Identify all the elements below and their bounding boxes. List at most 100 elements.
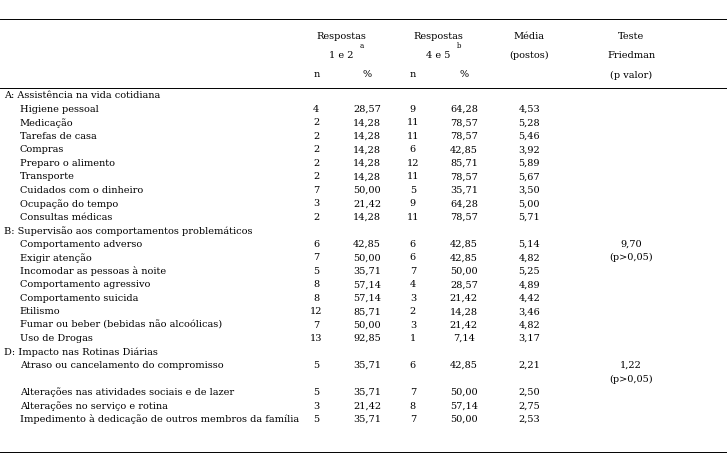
Text: 14,28: 14,28 [450, 307, 478, 316]
Text: 3,17: 3,17 [518, 334, 540, 343]
Text: Comportamento suicida: Comportamento suicida [20, 294, 138, 303]
Text: Tarefas de casa: Tarefas de casa [20, 132, 97, 141]
Text: 11: 11 [406, 132, 419, 141]
Text: 2: 2 [313, 118, 319, 128]
Text: 4,82: 4,82 [518, 321, 540, 329]
Text: b: b [457, 42, 461, 50]
Text: Uso de Drogas: Uso de Drogas [20, 334, 92, 343]
Text: Exigir atenção: Exigir atenção [20, 253, 92, 263]
Text: 28,57: 28,57 [353, 105, 381, 114]
Text: 7: 7 [313, 321, 319, 329]
Text: 1,22: 1,22 [620, 361, 642, 370]
Text: 9: 9 [410, 199, 416, 208]
Text: 11: 11 [406, 213, 419, 222]
Text: 57,14: 57,14 [353, 280, 381, 289]
Text: 28,57: 28,57 [450, 280, 478, 289]
Text: %: % [459, 70, 468, 80]
Text: Cuidados com o dinheiro: Cuidados com o dinheiro [20, 186, 143, 195]
Text: 2,21: 2,21 [518, 361, 540, 370]
Text: Teste: Teste [618, 32, 644, 41]
Text: Compras: Compras [20, 145, 64, 154]
Text: 8: 8 [410, 402, 416, 410]
Text: 7: 7 [410, 267, 416, 276]
Text: 42,85: 42,85 [450, 240, 478, 249]
Text: Consultas médicas: Consultas médicas [20, 213, 112, 222]
Text: 64,28: 64,28 [450, 199, 478, 208]
Text: 12: 12 [310, 307, 323, 316]
Text: 42,85: 42,85 [450, 253, 478, 262]
Text: 50,00: 50,00 [450, 267, 478, 276]
Text: D: Impacto nas Rotinas Diárias: D: Impacto nas Rotinas Diárias [4, 347, 158, 357]
Text: 85,71: 85,71 [353, 307, 381, 316]
Text: 4,82: 4,82 [518, 253, 540, 262]
Text: 14,28: 14,28 [353, 132, 381, 141]
Text: Alterações nas atividades sociais e de lazer: Alterações nas atividades sociais e de l… [20, 388, 234, 398]
Text: 85,71: 85,71 [450, 159, 478, 168]
Text: Transporte: Transporte [20, 172, 74, 181]
Text: 57,14: 57,14 [450, 402, 478, 410]
Text: 35,71: 35,71 [353, 388, 381, 397]
Text: 78,57: 78,57 [450, 132, 478, 141]
Text: 5,28: 5,28 [518, 118, 540, 128]
Text: 2: 2 [313, 213, 319, 222]
Text: (p>0,05): (p>0,05) [609, 375, 653, 383]
Text: 6: 6 [410, 253, 416, 262]
Text: 5: 5 [313, 388, 319, 397]
Text: 21,42: 21,42 [353, 199, 381, 208]
Text: n: n [410, 70, 416, 80]
Text: B: Supervisão aos comportamentos problemáticos: B: Supervisão aos comportamentos problem… [4, 226, 252, 236]
Text: 7,14: 7,14 [453, 334, 475, 343]
Text: 14,28: 14,28 [353, 159, 381, 168]
Text: Medicação: Medicação [20, 118, 73, 128]
Text: 5,89: 5,89 [518, 159, 540, 168]
Text: 5,25: 5,25 [518, 267, 540, 276]
Text: 7: 7 [313, 253, 319, 262]
Text: n: n [313, 70, 319, 80]
Text: 2: 2 [410, 307, 416, 316]
Text: 5: 5 [313, 415, 319, 424]
Text: 92,85: 92,85 [353, 334, 381, 343]
Text: 4: 4 [410, 280, 416, 289]
Text: 42,85: 42,85 [353, 240, 381, 249]
Text: Comportamento agressivo: Comportamento agressivo [20, 280, 150, 289]
Text: 8: 8 [313, 280, 319, 289]
Text: 3,46: 3,46 [518, 307, 540, 316]
Text: 3,92: 3,92 [518, 145, 540, 154]
Text: 42,85: 42,85 [450, 145, 478, 154]
Text: 50,00: 50,00 [353, 253, 381, 262]
Text: Atraso ou cancelamento do compromisso: Atraso ou cancelamento do compromisso [20, 361, 223, 370]
Text: 50,00: 50,00 [353, 186, 381, 195]
Text: 57,14: 57,14 [353, 294, 381, 303]
Text: 78,57: 78,57 [450, 213, 478, 222]
Text: 78,57: 78,57 [450, 172, 478, 181]
Text: Alterações no serviço e rotina: Alterações no serviço e rotina [20, 401, 167, 411]
Text: 5: 5 [313, 361, 319, 370]
Text: 2,75: 2,75 [518, 402, 540, 410]
Text: Média: Média [514, 32, 545, 41]
Text: 21,42: 21,42 [353, 402, 381, 410]
Text: (p>0,05): (p>0,05) [609, 253, 653, 262]
Text: (p valor): (p valor) [610, 70, 652, 80]
Text: 14,28: 14,28 [353, 145, 381, 154]
Text: 9: 9 [410, 105, 416, 114]
Text: 50,00: 50,00 [353, 321, 381, 329]
Text: 2: 2 [313, 145, 319, 154]
Text: 14,28: 14,28 [353, 118, 381, 128]
Text: 2,50: 2,50 [518, 388, 540, 397]
Text: 7: 7 [410, 415, 416, 424]
Text: 12: 12 [406, 159, 419, 168]
Text: 35,71: 35,71 [353, 361, 381, 370]
Text: 1 e 2: 1 e 2 [329, 51, 354, 60]
Text: Comportamento adverso: Comportamento adverso [20, 240, 142, 249]
Text: 6: 6 [410, 145, 416, 154]
Text: 5,67: 5,67 [518, 172, 540, 181]
Text: 4: 4 [313, 105, 319, 114]
Text: Respostas: Respostas [317, 32, 366, 41]
Text: 11: 11 [406, 118, 419, 128]
Text: 3,50: 3,50 [518, 186, 540, 195]
Text: Incomodar as pessoas à noite: Incomodar as pessoas à noite [20, 266, 166, 276]
Text: 5,46: 5,46 [518, 132, 540, 141]
Text: 50,00: 50,00 [450, 415, 478, 424]
Text: a: a [360, 42, 364, 50]
Text: 2,53: 2,53 [518, 415, 540, 424]
